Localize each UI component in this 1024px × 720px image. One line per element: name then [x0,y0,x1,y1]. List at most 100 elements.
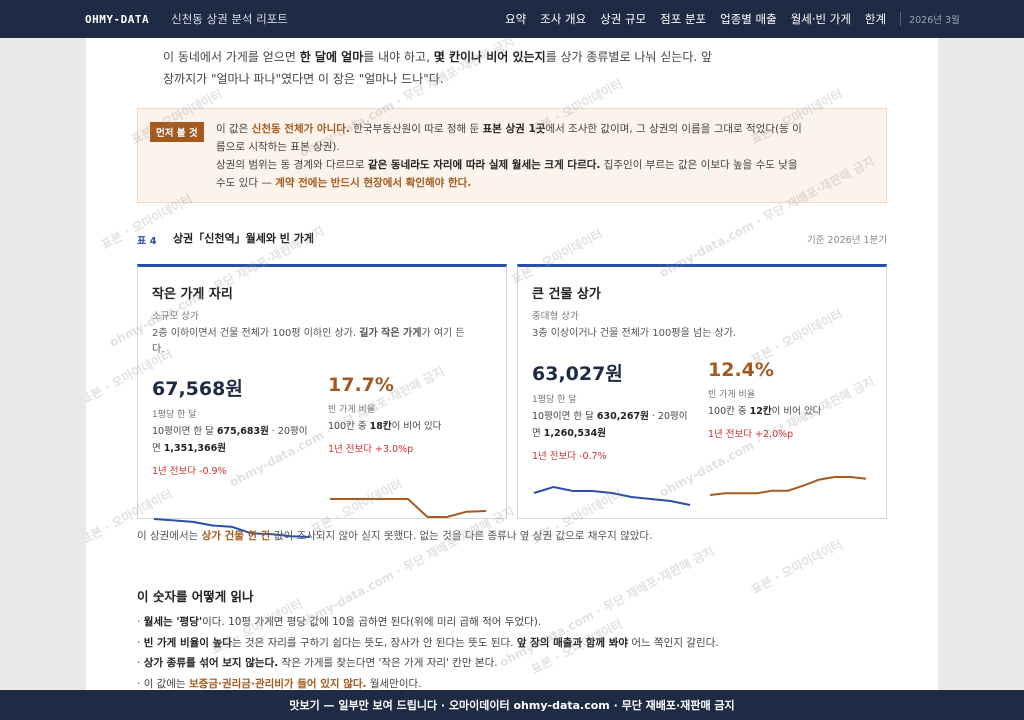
card-title: 작은 가게 자리 [152,287,233,302]
howto-list: · 월세는 '평당'이다. 10평 가게면 평당 값에 10을 곱하면 된다(위… [137,612,897,690]
detail-text: 면 [152,443,164,454]
rent-detail: 10평이면 한 달 630,267원 · 20평이 면 1,260,534원 [532,408,702,442]
rent-metric: 67,568원 1평당 한 달 10평이면 한 달 675,683원 · 20평… [152,374,322,477]
item-text: 어느 쪽인지 갈린다. [628,636,719,649]
small-store-card: 작은 가게 자리 소규모 상가 2층 이하이면서 건물 전체가 100평 이하인… [137,264,507,538]
desc-text: 2층 이하이면서 건물 전체가 100평 이하인 상가. [152,328,360,339]
report-title: 신천동 상권 분석 리포트 [171,12,288,26]
item-text: 는 것은 자리를 구하기 쉽다는 뜻도, 장사가 안 된다는 뜻도 된다. [231,636,517,649]
card-description: 3층 이상이거나 건물 전체가 100평을 넘는 상가. [532,326,872,342]
list-item: · 상가 종류를 섞어 보지 않는다. 작은 가게를 찾는다면 '작은 가게 자… [137,657,498,669]
intro-paragraph: 이 동네에서 가게를 얻으면 한 달에 얼마를 내야 하고, 몇 칸이나 비어 … [163,46,803,90]
note-highlight: 상가 건물 한 칸 [201,530,271,542]
table-basis: 기준 2026년 1분기 [807,235,887,246]
card-subtitle: 소규모 상가 [152,311,199,322]
list-item: · 이 값에는 보증금·권리금·관리비가 들어 있지 않다. 월세만이다. [137,677,422,690]
vacancy-metric: 12.4% 빈 가게 비율 100칸 중 12칸이 비어 있다 1년 전보다 +… [708,359,878,440]
notice-emphasis: 표본 상권 1곳 [482,123,546,135]
notice-line: 이 값은 [216,123,252,135]
watermark: 표본 · 오마이데이터 [748,536,845,597]
vacancy-metric: 17.7% 빈 가게 비율 100칸 중 18칸이 비어 있다 1년 전보다 +… [328,374,498,455]
detail-value: 630,267원 [596,411,649,422]
detail-value: 1,351,366원 [163,443,226,454]
detail-value: 1,260,534원 [543,428,606,439]
vacancy-sparkline [709,476,867,496]
top-nav: OHMY-DATA 신천동 상권 분석 리포트 요약 조사 개요 상권 규모 점… [0,0,1024,38]
note-text: 값이 조사되지 않아 싣지 못했다. 없는 것을 다른 종류나 옆 상권 값으로… [270,530,653,542]
nav-link-limits[interactable]: 한계 [864,12,887,26]
detail-text: · 20평이 [648,411,688,422]
brand-logo[interactable]: OHMY-DATA [85,12,150,26]
rent-value: 67,568원 [152,378,243,400]
preview-footer-banner: 맛보기 — 일부만 보여 드립니다 · 오마이데이터 ohmy-data.com… [0,690,1024,720]
item-emphasis: 월세는 '평당' [143,616,203,628]
detail-text: 이 비어 있다 [771,406,822,417]
note-text: 이 상권에서는 [137,530,202,542]
rent-sparkline [533,485,691,506]
nav-link-overview[interactable]: 조사 개요 [540,12,587,26]
item-text: 월세만이다. [366,677,422,690]
notice-highlight: 계약 전에는 반드시 현장에서 확인해야 한다. [275,177,472,189]
nav-link-rent-vacancy[interactable]: 월세·빈 가게 [790,12,851,26]
item-emphasis: 앞 장의 매출과 함께 봐야 [516,636,629,649]
table-number: 표 4 [137,236,157,247]
notice-tag: 먼저 볼 것 [150,122,204,142]
detail-value: 12칸 [749,406,772,417]
rent-value: 63,027원 [532,363,623,385]
desc-text: 3층 이상이거나 건물 전체가 100평을 넘는 상가. [532,328,737,339]
intro-emphasis: 몇 칸이나 비어 있는지 [433,50,546,64]
table-note: 이 상권에서는 상가 건물 한 칸 값이 조사되지 않아 싣지 못했다. 없는 … [137,528,897,543]
table-header: 표 4 상권「신천역」월세와 빈 가게 기준 2026년 1분기 [137,230,887,248]
rent-change: 1년 전보다 -0.7% [532,451,607,462]
intro-text: 를 내야 하고, [363,50,434,64]
rent-trend-line [153,518,311,538]
card-description: 2층 이하이면서 건물 전체가 100평 이하인 상가. 길가 작은 가게가 여… [152,326,492,358]
detail-text: · 20평이 [268,426,308,437]
notice-text: 이 값은 신천동 전체가 아니다. 한국부동산원이 따로 정해 둔 표본 상권 … [216,120,884,192]
vacancy-change: 1년 전보다 +2.0%p [708,429,794,440]
vacancy-trend-line [330,498,487,518]
item-text: 이 값에는 [143,677,190,690]
notice-emphasis: 같은 동네라도 자리에 따라 실제 월세는 크게 다르다. [367,159,601,171]
vacancy-label: 빈 가게 비율 [328,405,376,415]
detail-text: 10평이면 한 달 [152,426,217,437]
desc-text: 다. [152,344,165,355]
detail-text: 10평이면 한 달 [532,411,597,422]
notice-line: 한국부동산원이 따로 정해 둔 [349,123,483,135]
detail-text: 100칸 중 [708,406,750,417]
notice-line: 수도 있다 — [216,177,276,189]
notice-line: 에서 조사한 값이며, 그 상권의 이름을 그대로 적었다(동 이 [545,123,802,135]
detail-value: 675,683원 [216,426,269,437]
rent-label: 1평당 한 달 [532,395,577,405]
card-title: 큰 건물 상가 [532,287,601,302]
nav-link-market-size[interactable]: 상권 규모 [600,12,647,26]
table-title: 상권「신천역」월세와 빈 가게 [173,232,314,245]
rent-sparkline [153,518,311,538]
intro-text: 이 동네에서 가게를 얻으면 [163,50,300,64]
nav-link-store-distribution[interactable]: 점포 분포 [660,12,707,26]
nav-link-summary[interactable]: 요약 [505,12,527,26]
desc-emphasis: 길가 작은 가게 [359,328,422,339]
rent-detail: 10평이면 한 달 675,683원 · 20평이 면 1,351,366원 [152,423,322,457]
rent-change: 1년 전보다 -0.9% [152,466,227,477]
item-text: 작은 가게를 찾는다면 '작은 가게 자리' 칸만 본다. [278,657,498,669]
item-highlight: 보증금·권리금·관리비가 들어 있지 않다. [189,677,367,690]
howto-heading: 이 숫자를 어떻게 읽나 [137,589,254,604]
intro-text: 를 상가 종류별로 나눠 싣는다. 앞 [545,50,713,64]
notice-line: 상권의 범위는 동 경계와 다르므로 [216,159,368,171]
list-item: · 월세는 '평당'이다. 10평 가게면 평당 값에 10을 곱하면 된다(위… [137,616,542,628]
vacancy-label: 빈 가게 비율 [708,390,756,400]
nav-link-sales-by-industry[interactable]: 업종별 매출 [720,12,777,26]
item-text: 이다. 10평 가게면 평당 값에 10을 곱하면 된다(위에 미리 곱해 적어… [202,616,542,628]
notice-line: 집주인이 부르는 값은 이보다 높을 수도 낮을 [600,159,798,171]
desc-text: 가 여기 든 [421,328,465,339]
vacancy-value: 12.4% [708,359,774,381]
detail-value: 18칸 [369,421,392,432]
card-subtitle: 중대형 상가 [532,311,579,322]
detail-text: 면 [532,428,544,439]
notice-box: 먼저 볼 것 이 값은 신천동 전체가 아니다. 한국부동산원이 따로 정해 둔… [137,108,887,203]
large-store-card: 큰 건물 상가 중대형 상가 3층 이상이거나 건물 전체가 100평을 넘는 … [517,264,887,519]
nav-divider [900,12,902,26]
rent-metric: 63,027원 1평당 한 달 10평이면 한 달 630,267원 · 20평… [532,359,702,462]
vacancy-detail: 100칸 중 18칸이 비어 있다 [328,418,498,435]
